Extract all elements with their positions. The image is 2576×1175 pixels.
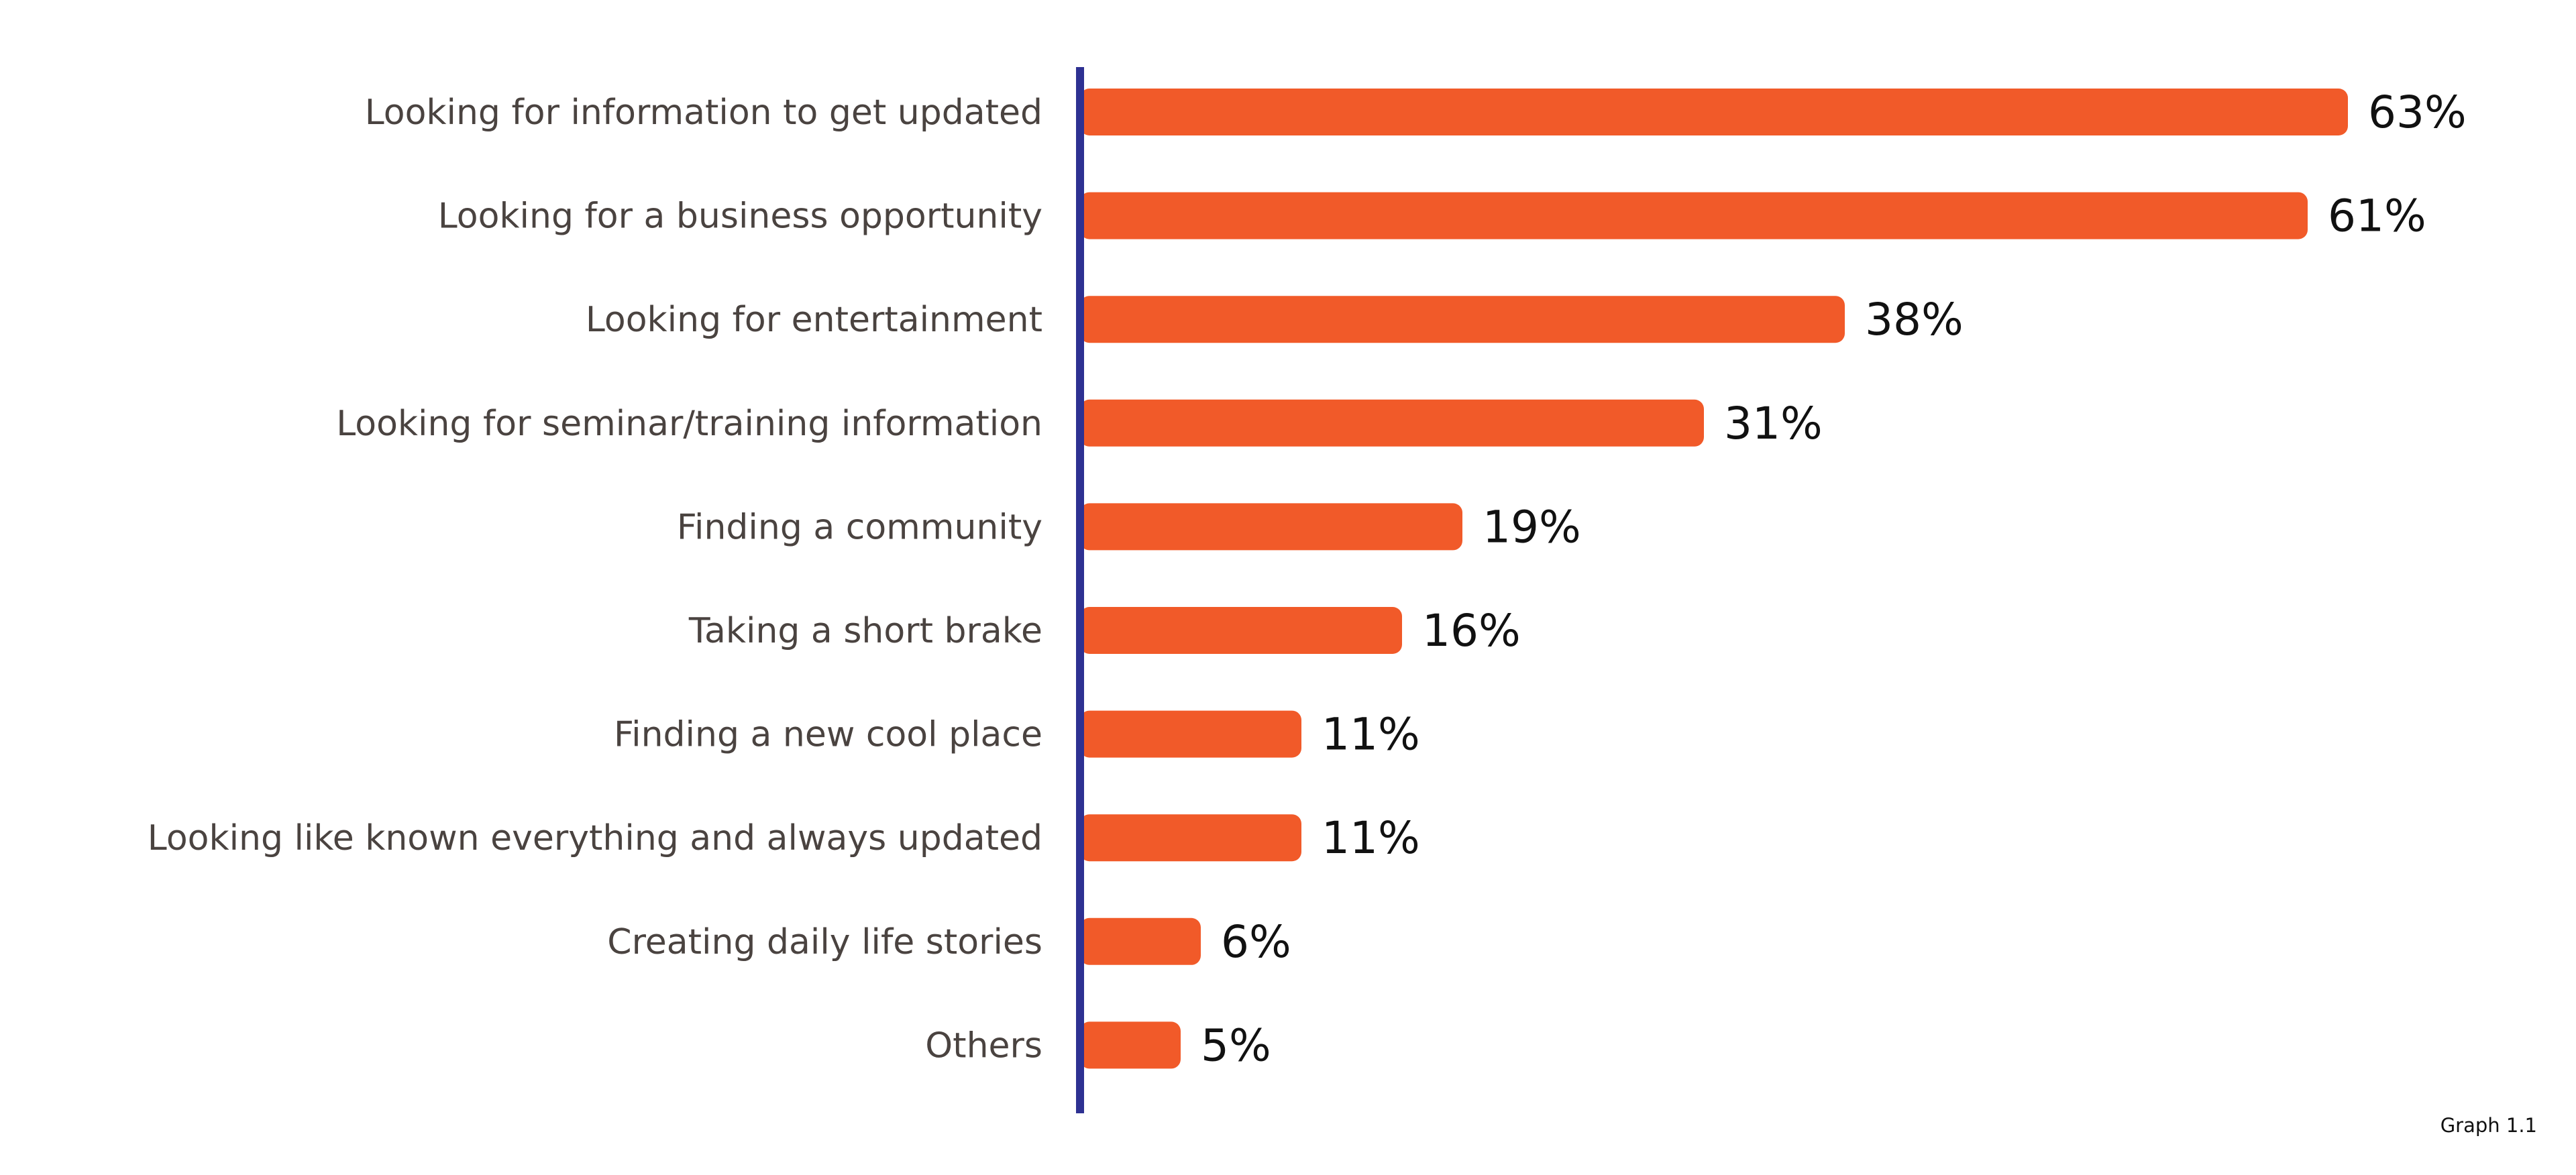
labels-layer: Looking for information to get updated 63… xyxy=(148,87,2467,1071)
value-label-3: 38% xyxy=(1865,294,1964,345)
graph-footnote: Graph 1.1 xyxy=(2440,1114,2537,1137)
bar-2 xyxy=(1080,192,2308,239)
category-label-8: Looking like known everything and always… xyxy=(148,818,1042,858)
category-label-4: Looking for seminar/training information xyxy=(336,404,1042,444)
bar-9 xyxy=(1080,917,1201,965)
value-label-4: 31% xyxy=(1724,398,1823,449)
bar-4 xyxy=(1080,399,1704,447)
value-label-5: 19% xyxy=(1483,501,1581,553)
value-label-10: 5% xyxy=(1201,1019,1271,1071)
value-label-6: 16% xyxy=(1422,605,1521,657)
bar-8 xyxy=(1080,814,1301,862)
category-label-1: Looking for information to get updated xyxy=(365,93,1042,133)
bar-3 xyxy=(1080,296,1845,343)
value-label-2: 61% xyxy=(2328,190,2426,242)
category-label-3: Looking for entertainment xyxy=(586,300,1042,340)
category-label-9: Creating daily life stories xyxy=(607,922,1042,962)
category-label-10: Others xyxy=(925,1025,1042,1066)
bar-1 xyxy=(1080,89,2348,135)
category-label-5: Finding a community xyxy=(677,507,1042,547)
bar-5 xyxy=(1080,503,1462,551)
value-label-8: 11% xyxy=(1322,812,1420,864)
value-label-9: 6% xyxy=(1221,916,1291,968)
value-label-7: 11% xyxy=(1322,709,1420,761)
value-label-1: 63% xyxy=(2368,87,2467,138)
bars-layer xyxy=(1080,89,2348,1069)
category-label-6: Taking a short brake xyxy=(688,611,1042,651)
bar-7 xyxy=(1080,710,1301,758)
category-label-2: Looking for a business opportunity xyxy=(438,197,1042,237)
bar-6 xyxy=(1080,607,1402,654)
category-label-7: Finding a new cool place xyxy=(614,715,1042,755)
bar-10 xyxy=(1080,1021,1181,1069)
